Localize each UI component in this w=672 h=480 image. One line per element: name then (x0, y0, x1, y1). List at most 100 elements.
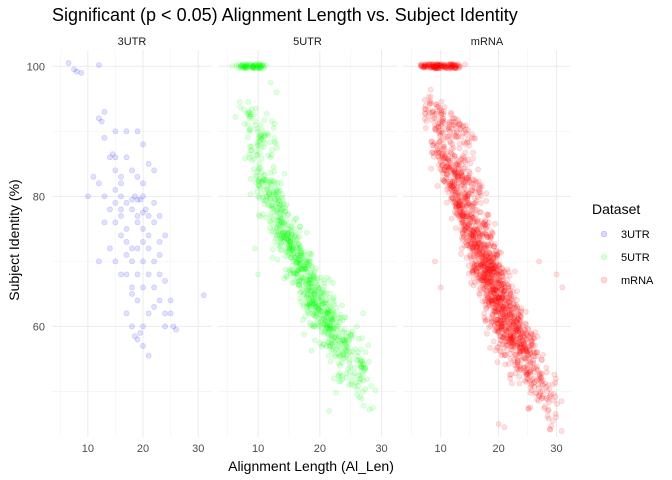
data-point (321, 315, 327, 322)
data-point (257, 185, 264, 191)
data-point (259, 180, 266, 187)
data-point (485, 292, 492, 299)
data-point (300, 265, 307, 272)
data-point (274, 209, 281, 215)
data-point (501, 424, 508, 431)
data-point (325, 311, 332, 317)
data-point (483, 286, 489, 293)
facet-strip-label: 3UTR (118, 36, 147, 48)
data-point (288, 231, 295, 238)
data-point (278, 215, 285, 222)
data-point (112, 258, 119, 265)
data-point (329, 337, 335, 344)
data-point (362, 386, 369, 392)
data-point (291, 254, 298, 261)
data-point (274, 200, 281, 206)
data-point (283, 217, 290, 223)
data-point (490, 260, 497, 267)
data-point (131, 193, 138, 200)
data-point (530, 359, 536, 366)
data-point (266, 189, 272, 196)
data-point (303, 281, 310, 287)
chart-title: Significant (p < 0.05) Alignment Length … (52, 5, 518, 25)
data-point (443, 171, 450, 178)
data-point (448, 215, 455, 222)
data-point (308, 269, 315, 276)
data-point (550, 417, 556, 424)
data-point (323, 343, 330, 350)
y-tick-label: 100 (27, 61, 45, 73)
data-point (65, 60, 72, 66)
data-point (349, 348, 356, 354)
data-point (129, 167, 135, 174)
data-point (315, 318, 321, 325)
data-point (267, 154, 274, 161)
data-point (291, 239, 298, 246)
data-point (295, 254, 302, 261)
data-point (308, 306, 315, 312)
data-point (288, 267, 294, 273)
data-point (303, 287, 310, 294)
data-point (248, 106, 255, 113)
data-point (551, 371, 558, 378)
data-point (286, 239, 293, 246)
data-point (260, 144, 267, 150)
data-point (554, 401, 560, 407)
data-point (343, 337, 350, 343)
data-point (118, 212, 124, 219)
data-point (336, 362, 343, 369)
data-point (266, 190, 273, 197)
data-point (304, 258, 311, 264)
data-point (253, 147, 260, 154)
data-point (310, 324, 317, 330)
data-point (472, 178, 479, 185)
data-point (249, 63, 256, 70)
data-point (293, 260, 300, 266)
data-point (469, 184, 476, 191)
data-point (274, 232, 280, 239)
data-point (516, 323, 523, 330)
data-point (256, 62, 262, 68)
data-point (440, 115, 447, 122)
data-point (243, 64, 250, 71)
data-point (288, 224, 295, 231)
data-point (315, 284, 322, 291)
data-point (497, 306, 504, 313)
data-point (306, 299, 313, 306)
data-point (514, 316, 521, 322)
data-point (307, 287, 314, 294)
data-point (311, 299, 318, 306)
data-point (288, 245, 295, 251)
data-point (283, 201, 290, 208)
data-point (483, 221, 489, 228)
data-point (298, 252, 305, 259)
data-point (446, 118, 453, 125)
data-point (306, 287, 313, 294)
data-point (470, 155, 476, 162)
data-point (369, 405, 376, 411)
data-point (458, 234, 465, 241)
legend: Dataset 3UTR 5UTR mRNA (592, 201, 654, 287)
facet-strip-label: mRNA (471, 36, 504, 48)
data-point (296, 246, 303, 253)
data-point (245, 110, 252, 117)
data-point (85, 193, 91, 200)
data-point (272, 180, 279, 186)
data-point (310, 274, 317, 281)
data-point (464, 136, 471, 143)
data-point (290, 249, 297, 256)
data-point (467, 216, 474, 223)
data-point (487, 344, 493, 351)
data-point (285, 226, 292, 233)
data-point (273, 225, 280, 232)
data-point (263, 185, 270, 192)
data-point (507, 355, 514, 362)
data-point (441, 144, 448, 150)
data-point (522, 326, 528, 333)
data-point (276, 246, 283, 253)
data-point (278, 201, 285, 208)
data-point (301, 251, 308, 258)
data-point (317, 289, 324, 296)
data-point (273, 89, 280, 96)
facet-panel-5UTR: 5UTR 10 20 30 (218, 36, 397, 455)
